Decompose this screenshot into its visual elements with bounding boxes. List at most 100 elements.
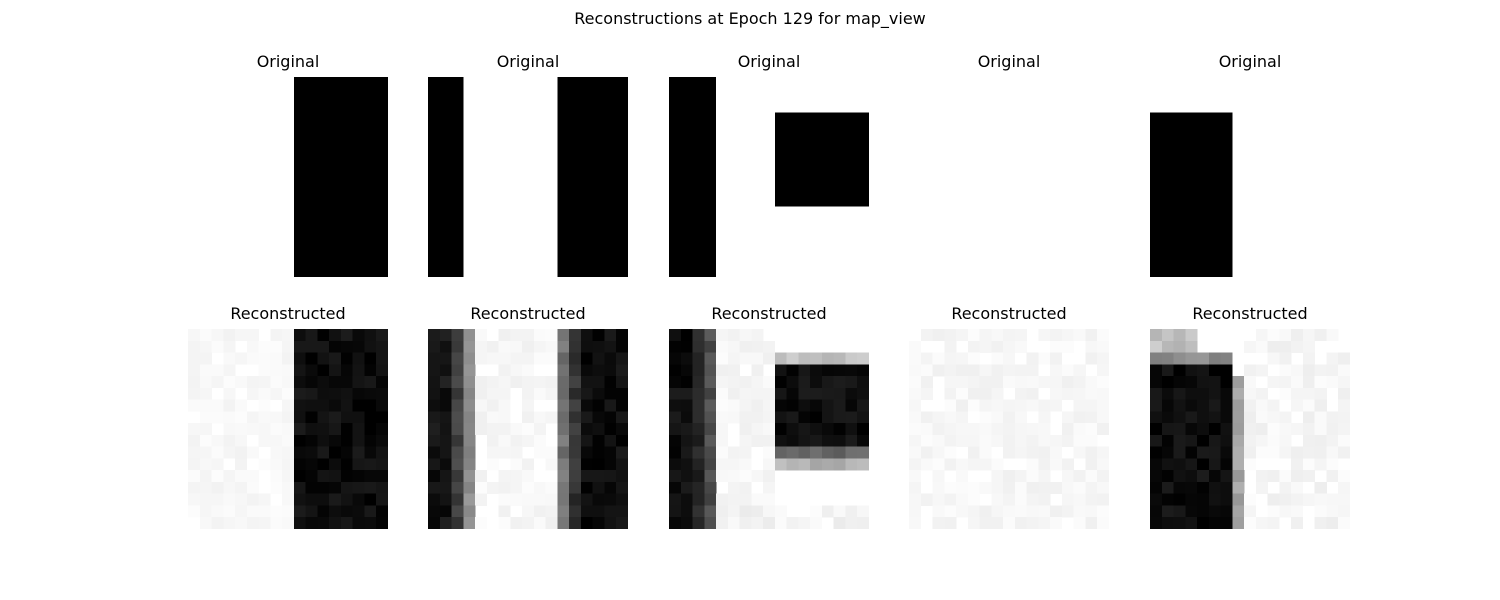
pixel bbox=[616, 505, 628, 518]
pixel bbox=[246, 352, 259, 365]
pixel bbox=[979, 411, 992, 424]
pixel bbox=[223, 411, 236, 424]
pixel bbox=[798, 446, 811, 459]
pixel bbox=[1150, 446, 1163, 459]
pixel bbox=[821, 376, 834, 389]
pixel bbox=[944, 329, 957, 342]
pixel bbox=[317, 458, 330, 471]
pixel bbox=[235, 411, 248, 424]
pixel bbox=[1267, 329, 1280, 342]
pixel bbox=[580, 517, 593, 529]
pixel bbox=[1026, 399, 1039, 412]
pixel bbox=[845, 376, 858, 389]
pixel bbox=[727, 458, 740, 471]
pixel bbox=[1302, 458, 1315, 471]
pixel bbox=[751, 517, 764, 529]
pixel bbox=[522, 458, 535, 471]
pixel bbox=[857, 505, 869, 518]
pixel bbox=[199, 376, 212, 389]
pixel bbox=[716, 329, 729, 342]
pixel bbox=[920, 446, 933, 459]
pixel bbox=[739, 470, 752, 483]
pixel bbox=[533, 423, 546, 436]
pixel bbox=[967, 340, 980, 353]
pixel bbox=[246, 387, 259, 400]
pixel bbox=[680, 505, 693, 518]
pixel bbox=[569, 376, 582, 389]
pixel bbox=[821, 352, 834, 365]
pixel bbox=[604, 364, 617, 377]
pixel bbox=[1173, 446, 1186, 459]
pixel bbox=[188, 493, 201, 506]
pixel bbox=[1326, 517, 1339, 529]
pixel bbox=[569, 470, 582, 483]
pixel bbox=[510, 423, 523, 436]
pixel bbox=[680, 364, 693, 377]
pixel bbox=[786, 446, 799, 459]
pixel bbox=[909, 446, 922, 459]
pixel bbox=[680, 517, 693, 529]
pixel bbox=[1279, 387, 1292, 400]
pixel bbox=[604, 493, 617, 506]
pixel bbox=[1038, 376, 1051, 389]
pixel bbox=[592, 399, 605, 412]
pixel bbox=[604, 340, 617, 353]
pixel bbox=[329, 470, 342, 483]
pixel bbox=[798, 376, 811, 389]
pixel bbox=[774, 399, 787, 412]
reconstructed-title: Reconstructed bbox=[470, 304, 586, 323]
pixel bbox=[991, 470, 1004, 483]
pixel bbox=[580, 434, 593, 447]
pixel bbox=[909, 517, 922, 529]
pixel bbox=[1314, 423, 1327, 436]
pixel bbox=[798, 364, 811, 377]
pixel bbox=[1185, 411, 1198, 424]
pixel bbox=[669, 352, 682, 365]
pixel bbox=[956, 364, 969, 377]
pixel bbox=[991, 434, 1004, 447]
pixel bbox=[1026, 458, 1039, 471]
pixel bbox=[774, 376, 787, 389]
pixel bbox=[188, 340, 201, 353]
pixel bbox=[352, 364, 365, 377]
pixel bbox=[270, 352, 283, 365]
pixel bbox=[270, 470, 283, 483]
pixel bbox=[786, 399, 799, 412]
pixel bbox=[1003, 411, 1016, 424]
pixel bbox=[1208, 423, 1221, 436]
pixel bbox=[1014, 364, 1027, 377]
pixel bbox=[580, 364, 593, 377]
pixel bbox=[1279, 423, 1292, 436]
pixel bbox=[1220, 376, 1233, 389]
pixel bbox=[305, 517, 318, 529]
pixel bbox=[451, 411, 464, 424]
pixel bbox=[704, 458, 717, 471]
pixel bbox=[1255, 517, 1268, 529]
pixel bbox=[716, 493, 729, 506]
pixel bbox=[223, 493, 236, 506]
pixel bbox=[270, 505, 283, 518]
pixel bbox=[810, 399, 823, 412]
pixel bbox=[1003, 352, 1016, 365]
pixel bbox=[909, 481, 922, 494]
pixel bbox=[786, 364, 799, 377]
pixel bbox=[1014, 376, 1027, 389]
pixel bbox=[798, 399, 811, 412]
pixel bbox=[1097, 399, 1109, 412]
pixel bbox=[1302, 493, 1315, 506]
pixel bbox=[1302, 446, 1315, 459]
pixel bbox=[751, 352, 764, 365]
pixel bbox=[1220, 434, 1233, 447]
pixel bbox=[1232, 446, 1245, 459]
pixel bbox=[1050, 505, 1063, 518]
pixel bbox=[786, 458, 799, 471]
pixel bbox=[774, 458, 787, 471]
pixel bbox=[1073, 493, 1086, 506]
pixel bbox=[1003, 470, 1016, 483]
pixel bbox=[329, 329, 342, 342]
pixel bbox=[498, 387, 511, 400]
pixel bbox=[1061, 329, 1074, 342]
pixel bbox=[1161, 329, 1174, 342]
original-image bbox=[909, 77, 1109, 277]
pixel bbox=[1150, 387, 1163, 400]
